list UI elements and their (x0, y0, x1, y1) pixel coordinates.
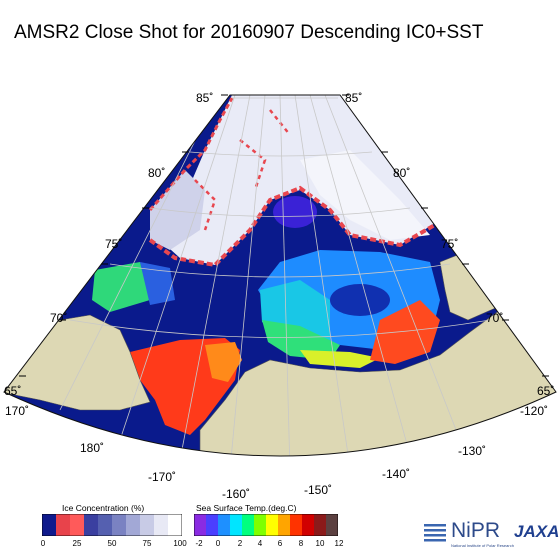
ice-tick: 100 (173, 539, 187, 548)
sst-tick: 10 (315, 539, 325, 548)
nipr-logo: NiPR National Institute of Polar Researc… (424, 519, 514, 548)
sst-tick: 4 (257, 539, 263, 548)
lon-label-minus170: -170˚ (148, 470, 176, 484)
colorbar-swatch (206, 514, 219, 536)
ice-colorbar-title: Ice Concentration (%) (62, 503, 145, 513)
sst-tick: 8 (298, 539, 304, 548)
sst-tick: -2 (195, 539, 203, 548)
lon-label-minus130: -130˚ (458, 444, 486, 458)
land-alaska (199, 309, 556, 456)
lat-label-left-75: 75˚ (105, 237, 122, 251)
lat-label-left-70: 70˚ (50, 311, 67, 325)
colorbar-swatch (302, 514, 315, 536)
lat-label-left-85: 85˚ (196, 91, 213, 105)
ice-pocket (273, 196, 317, 228)
lat-label-right-75: 75˚ (441, 237, 458, 251)
colorbar-swatch (126, 514, 141, 536)
sst-beaufort-green (262, 320, 340, 360)
nipr-mark-icon (424, 524, 446, 542)
sst-colorbar-title: Sea Surface Temp.(deg.C) (196, 503, 297, 513)
colorbar-swatch (218, 514, 231, 536)
lon-label-minus120: -120˚ (520, 404, 548, 418)
ice-tick: 0 (40, 539, 46, 548)
colorbar-swatch (242, 514, 255, 536)
colorbar-swatch (326, 514, 338, 536)
sea-ice-east (300, 150, 430, 240)
lon-label-minus140: -140˚ (382, 467, 410, 481)
sst-tick: 2 (237, 539, 243, 548)
sea-ice-pack-west (150, 170, 205, 250)
lat-label-left-80: 80˚ (148, 166, 165, 180)
colorbar-swatch (194, 514, 207, 536)
lat-label-right-80: 80˚ (393, 166, 410, 180)
sst-west-blue (140, 262, 175, 305)
colorbar-swatch (112, 514, 127, 536)
nipr-wordmark: NiPR (451, 519, 501, 542)
lat-ticks (19, 94, 549, 377)
colorbar-swatch (84, 514, 99, 536)
sst-tick: 6 (277, 539, 283, 548)
sst-beaufort-yellow (300, 350, 380, 368)
jaxa-logo: JAXA (514, 522, 560, 541)
colorbar-swatch (254, 514, 267, 536)
ice-colorbar (42, 514, 182, 536)
sst-tick: 12 (334, 539, 344, 548)
colorbar-swatch (140, 514, 155, 536)
lon-label-170: 170˚ (5, 404, 29, 418)
ice-edge-interior (194, 109, 291, 231)
map-frame (3, 94, 557, 457)
colorbar-swatch (230, 514, 243, 536)
land-east (439, 249, 531, 321)
colorbar-swatch (56, 514, 71, 536)
colorbar-swatch (290, 514, 303, 536)
nipr-subtitle: National Institute of Polar Research (451, 543, 514, 548)
colorbar-swatch (98, 514, 113, 536)
sst-colorbar (194, 514, 338, 536)
colorbar-swatch (168, 514, 182, 536)
colorbar-swatch (314, 514, 327, 536)
lon-label-minus160: -160˚ (222, 487, 250, 501)
sst-bering-orange (205, 342, 242, 382)
lat-label-right-65: 65˚ (537, 384, 554, 398)
sst-mackenzie-red (370, 300, 440, 364)
lat-label-right-85: 85˚ (345, 91, 362, 105)
sst-cold-core (330, 284, 390, 316)
ice-tick: 25 (72, 539, 82, 548)
colorbar-swatch (42, 514, 57, 536)
graticule (59, 95, 491, 456)
colorbar-swatch (154, 514, 169, 536)
sst-tick: 0 (215, 539, 221, 548)
colorbar-swatch (266, 514, 279, 536)
colorbar-swatch (278, 514, 291, 536)
ice-edge (148, 185, 441, 268)
lon-label-180: 180˚ (80, 441, 104, 455)
page-title: AMSR2 Close Shot for 20160907 Descending… (14, 22, 484, 43)
lat-label-right-70: 70˚ (486, 311, 503, 325)
sst-west-green (92, 262, 150, 312)
lon-label-minus150: -150˚ (304, 483, 332, 497)
lat-label-left-65: 65˚ (4, 384, 21, 398)
ice-tick: 75 (142, 539, 152, 548)
colorbar-swatch (70, 514, 85, 536)
ice-tick: 50 (107, 539, 117, 548)
